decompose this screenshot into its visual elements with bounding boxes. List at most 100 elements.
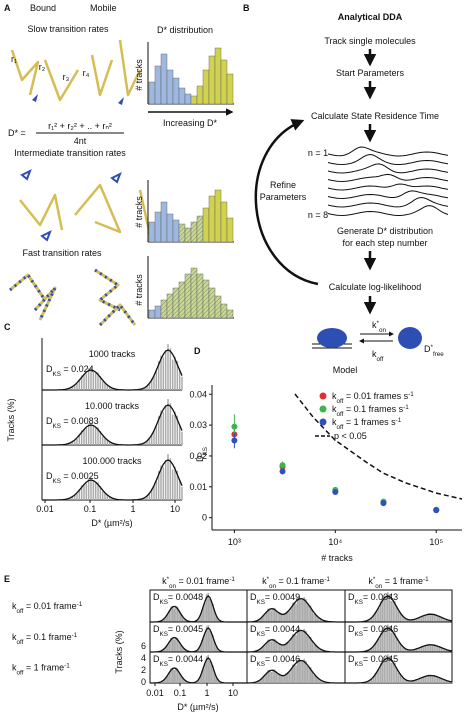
label-part: k: [262, 576, 267, 586]
y-tick-label: 0.01: [189, 482, 207, 492]
label-part: D: [195, 455, 205, 462]
label: 4nt: [74, 136, 87, 146]
legend-entry: p < 0.05: [334, 431, 367, 441]
hist-bar: [202, 279, 210, 319]
label-part: k: [332, 391, 337, 401]
legend-swatch: [319, 392, 327, 400]
label-part: off: [17, 639, 24, 646]
label-part: k: [332, 404, 337, 414]
panel-label: C: [4, 322, 11, 332]
label: DKS= 0.0044: [250, 624, 300, 638]
hist-bar: [184, 273, 192, 319]
label-part: k: [12, 601, 17, 611]
label-part: off: [337, 398, 344, 405]
hist-bar: [172, 287, 180, 319]
label-part: k: [372, 320, 377, 330]
step-curve: [327, 163, 449, 174]
label: Tracks (%): [114, 630, 124, 673]
label-part: = 0.01 frame: [23, 601, 76, 611]
track: [33, 286, 57, 321]
fit-curve: [345, 657, 453, 684]
hist-bar: [226, 309, 234, 319]
y-tick-label: 0.04: [189, 389, 207, 399]
hist-bar: [226, 217, 234, 243]
label: 10.000 tracks: [85, 401, 140, 411]
label-part: k: [368, 576, 373, 586]
label-part: -1: [72, 632, 78, 639]
label: r₄: [83, 68, 90, 78]
label: k*on = 1 frame-1: [368, 576, 429, 590]
label-part: = 0.0044: [168, 654, 203, 664]
hist-bar: [220, 59, 228, 105]
step-curve: [327, 205, 449, 217]
label: r₁: [11, 54, 17, 64]
label: D* (µm²/s): [177, 702, 218, 712]
label-part: KS: [160, 599, 168, 606]
hist-bar: [148, 309, 156, 319]
label: Track single molecules: [324, 36, 416, 46]
label-part: = 0.0044: [265, 624, 300, 634]
label-part: = 0.0083: [61, 416, 99, 426]
label: koff = 0.01 frame-1: [12, 601, 83, 615]
label: 0.1: [84, 504, 97, 514]
point: [279, 468, 286, 475]
label: 0.1: [174, 688, 187, 698]
label: Parameters: [260, 192, 307, 202]
label: Mobile: [90, 3, 117, 13]
label: DKS= 0.0044: [153, 654, 203, 668]
label-part: D: [46, 471, 53, 481]
track: [74, 183, 122, 234]
label: k*on = 0.1 frame-1: [262, 576, 330, 590]
label: 100.000 tracks: [82, 456, 142, 466]
label: Bound: [30, 3, 56, 13]
label-part: = 1 frame: [23, 663, 64, 673]
label: k*on = 0.01 frame-1: [162, 576, 235, 590]
label: # tracks: [134, 196, 144, 228]
hist-bar: [160, 53, 168, 105]
track: [90, 54, 114, 97]
label-part: *: [267, 576, 270, 583]
label: 1000 tracks: [89, 349, 136, 359]
label-part: *: [167, 576, 170, 583]
label: # tracks: [134, 274, 144, 306]
label-part: KS: [355, 631, 363, 638]
label-part: D: [424, 344, 431, 354]
label: koff: [372, 349, 384, 363]
step-curve: [327, 153, 449, 166]
label-part: = 0.1 frames s: [343, 404, 403, 414]
fit-curve: [42, 404, 183, 446]
hist-bar: [202, 207, 210, 243]
panel-label: A: [4, 3, 11, 13]
label-part: D: [153, 624, 160, 634]
hist-bar: [190, 221, 198, 243]
label-part: KS: [53, 423, 61, 430]
label: DKS= 0.0046: [348, 624, 398, 638]
hist-bar: [166, 69, 174, 105]
label-part: k: [12, 632, 17, 642]
step-curve: [327, 190, 449, 200]
label: D* (µm²/s): [91, 518, 132, 528]
label-part: *: [373, 576, 376, 583]
label-part: -1: [77, 601, 83, 608]
label: D* distribution: [157, 25, 213, 35]
hist-bar: [196, 85, 204, 105]
panel-label: B: [243, 3, 250, 13]
label-part: -1: [229, 576, 235, 583]
label-part: KS: [355, 661, 363, 668]
fit-curve: [150, 657, 247, 684]
label-part: = 0.0046: [265, 654, 300, 664]
label-part: D: [250, 654, 257, 664]
label: # tracks: [321, 553, 353, 563]
hist-bar: [202, 69, 210, 105]
label: D*free: [424, 344, 444, 358]
label-part: = 0.024: [61, 364, 94, 374]
hist-bar: [166, 213, 174, 243]
refine-arrow: [254, 119, 319, 286]
label-part: = 0.0045: [363, 654, 398, 664]
label-part: = 0.01 frame: [176, 576, 229, 586]
label-part: k: [372, 349, 377, 359]
hist-bar: [220, 303, 228, 319]
point: [279, 462, 286, 469]
hist-bar: [196, 273, 204, 319]
